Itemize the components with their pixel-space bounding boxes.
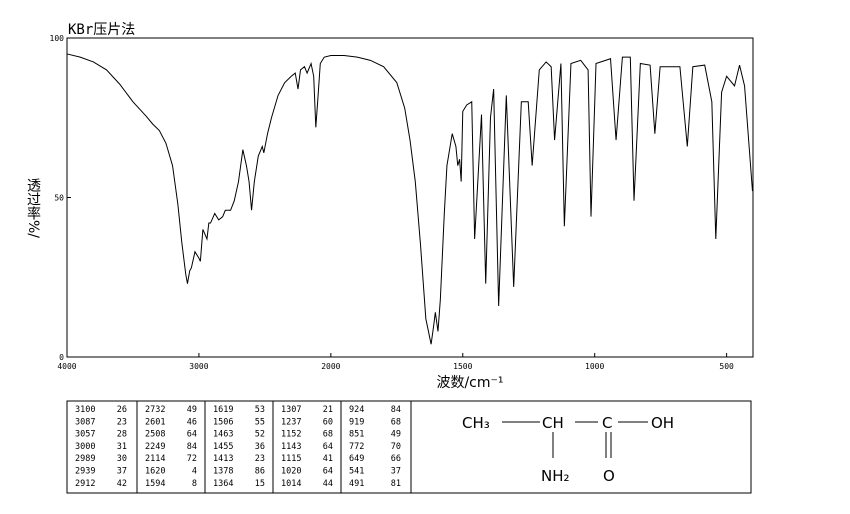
structure-group: CH₃ — [462, 414, 490, 432]
table-wavenumber: 1620 — [145, 467, 165, 477]
x-tick-label: 1500 — [453, 362, 472, 371]
plot-frame — [66, 37, 754, 358]
structure-group: CH — [542, 414, 564, 432]
table-wavenumber: 1594 — [145, 479, 165, 489]
table-transmittance: 30 — [117, 454, 127, 464]
structure-group: OH — [651, 414, 674, 432]
table-transmittance: 21 — [323, 405, 333, 415]
table-transmittance: 44 — [323, 479, 333, 489]
table-transmittance: 4 — [192, 467, 197, 477]
table-transmittance: 68 — [391, 417, 401, 427]
table-transmittance: 36 — [255, 442, 265, 452]
table-transmittance: 84 — [391, 405, 401, 415]
table-transmittance: 41 — [323, 454, 333, 464]
structure — [502, 421, 648, 458]
peak-table: 3100 26 3087 23 3057 28 3000 31 2989 30 2939 37 2912… — [75, 401, 401, 493]
table-transmittance: 84 — [187, 442, 197, 452]
structure-substituent: NH₂ — [541, 467, 570, 485]
table-transmittance: 26 — [117, 405, 127, 415]
table-wavenumber: 3000 — [75, 442, 95, 452]
structure-substituent: O — [603, 467, 615, 485]
table-wavenumber: 2249 — [145, 442, 165, 452]
table-frame — [66, 400, 752, 494]
x-tick-label: 1000 — [585, 362, 604, 371]
table-transmittance: 37 — [391, 467, 401, 477]
table-transmittance: 42 — [117, 479, 127, 489]
table-wavenumber: 1619 — [213, 405, 233, 415]
table-transmittance: 66 — [391, 454, 401, 464]
table-wavenumber: 772 — [349, 442, 364, 452]
table-wavenumber: 2508 — [145, 430, 165, 440]
y-tick-label: 0 — [59, 353, 64, 362]
table-transmittance: 53 — [255, 405, 265, 415]
table-wavenumber: 1455 — [213, 442, 233, 452]
table-transmittance: 15 — [255, 479, 265, 489]
table-wavenumber: 1307 — [281, 405, 301, 415]
table-wavenumber: 3087 — [75, 417, 95, 427]
y-tick-label: 100 — [50, 34, 65, 43]
table-wavenumber: 541 — [349, 467, 364, 477]
table-transmittance: 31 — [117, 442, 127, 452]
table-wavenumber: 491 — [349, 479, 364, 489]
table-transmittance: 64 — [187, 430, 197, 440]
table-wavenumber: 2601 — [145, 417, 165, 427]
table-wavenumber: 2114 — [145, 454, 165, 464]
table-transmittance: 81 — [391, 479, 401, 489]
x-tick-label: 4000 — [57, 362, 76, 371]
table-wavenumber: 1143 — [281, 442, 301, 452]
y-tick-label: 50 — [54, 194, 64, 203]
x-tick-label: 500 — [719, 362, 734, 371]
structure-group: C — [602, 414, 612, 432]
table-transmittance: 49 — [391, 430, 401, 440]
table-wavenumber: 1364 — [213, 479, 233, 489]
table-transmittance: 55 — [255, 417, 265, 427]
table-transmittance: 68 — [323, 430, 333, 440]
table-transmittance: 23 — [255, 454, 265, 464]
table-transmittance: 70 — [391, 442, 401, 452]
table-transmittance: 28 — [117, 430, 127, 440]
table-transmittance: 72 — [187, 454, 197, 464]
table-wavenumber: 1020 — [281, 467, 301, 477]
x-axis-label: 波数/cm⁻¹ — [436, 375, 503, 391]
y-axis-label: 透过率%/ — [25, 178, 41, 238]
table-wavenumber: 1506 — [213, 417, 233, 427]
table-wavenumber: 1014 — [281, 479, 301, 489]
table-wavenumber: 1237 — [281, 417, 301, 427]
table-wavenumber: 1463 — [213, 430, 233, 440]
table-transmittance: 37 — [117, 467, 127, 477]
table-wavenumber: 919 — [349, 417, 364, 427]
table-wavenumber: 1378 — [213, 467, 233, 477]
table-wavenumber: 3100 — [75, 405, 95, 415]
table-transmittance: 23 — [117, 417, 127, 427]
table-transmittance: 86 — [255, 467, 265, 477]
table-wavenumber: 851 — [349, 430, 364, 440]
table-wavenumber: 2912 — [75, 479, 95, 489]
table-wavenumber: 3057 — [75, 430, 95, 440]
table-wavenumber: 2989 — [75, 454, 95, 464]
table-wavenumber: 1413 — [213, 454, 233, 464]
x-tick-label: 2000 — [321, 362, 340, 371]
table-wavenumber: 1152 — [281, 430, 301, 440]
table-wavenumber: 2732 — [145, 405, 165, 415]
spectrum-line — [66, 53, 753, 345]
x-tick-label: 3000 — [189, 362, 208, 371]
table-transmittance: 52 — [255, 430, 265, 440]
table-transmittance: 64 — [323, 467, 333, 477]
table-transmittance: 64 — [323, 442, 333, 452]
table-wavenumber: 2939 — [75, 467, 95, 477]
table-transmittance: 60 — [323, 417, 333, 427]
table-wavenumber: 924 — [349, 405, 364, 415]
table-wavenumber: 1115 — [281, 454, 301, 464]
table-transmittance: 8 — [192, 479, 197, 489]
table-transmittance: 49 — [187, 405, 197, 415]
chart-title: KBr压片法 — [68, 22, 135, 38]
table-transmittance: 46 — [187, 417, 197, 427]
table-wavenumber: 649 — [349, 454, 364, 464]
